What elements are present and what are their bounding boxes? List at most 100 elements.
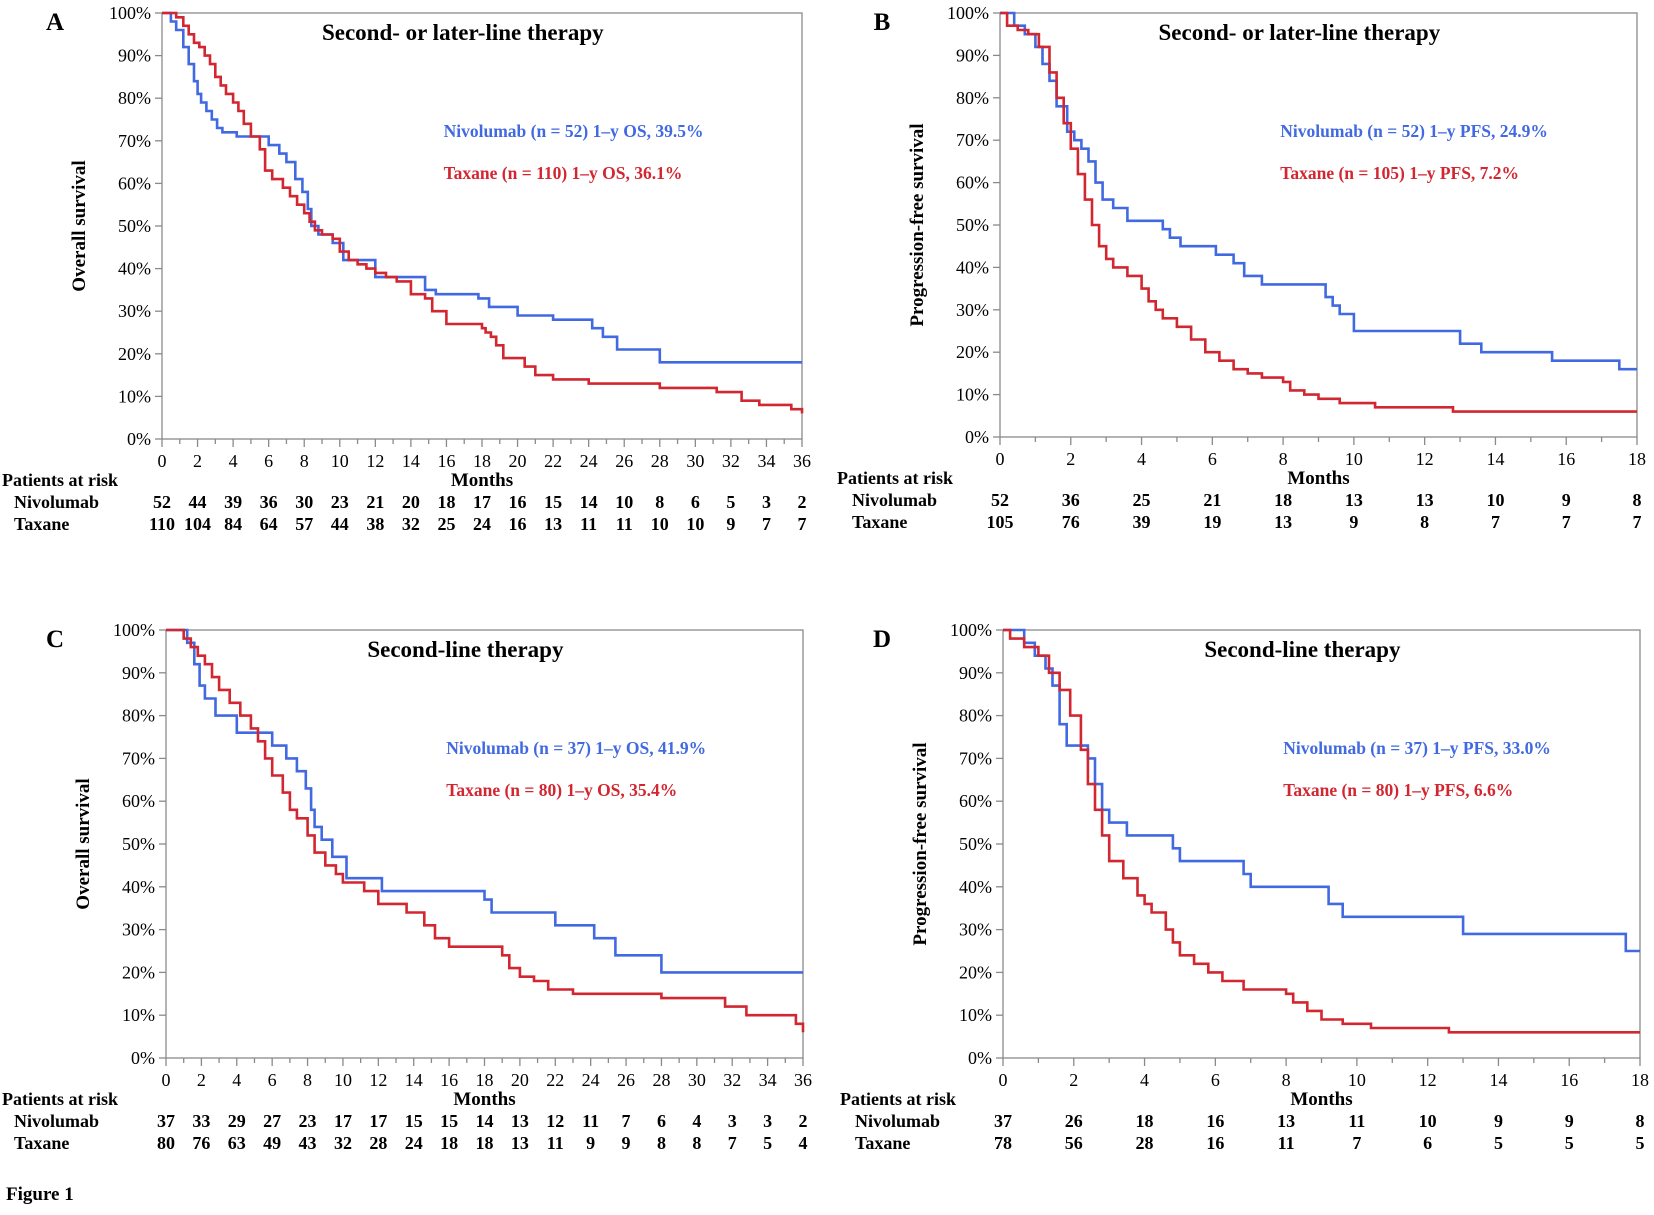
risk-count: 15 (544, 492, 562, 512)
risk-count: 11 (616, 514, 633, 534)
y-tick-label: 0% (968, 1048, 992, 1068)
x-tick-label: 8 (300, 451, 309, 471)
panel-d: D 0% 10% 20% 30% 40% 50% 60% 70% 80% 90% 100% 0 2 4 6 8 1… (840, 620, 1649, 1153)
y-tick-label: 90% (122, 663, 155, 683)
risk-count: 9 (726, 514, 735, 534)
risk-count: 29 (228, 1111, 246, 1131)
risk-count: 76 (192, 1133, 210, 1153)
risk-count: 16 (1206, 1111, 1224, 1131)
panel-letter: B (874, 9, 891, 36)
risk-count: 7 (1352, 1133, 1361, 1153)
risk-row-label-taxane: Taxane (855, 1133, 910, 1153)
risk-count: 17 (334, 1111, 352, 1131)
risk-count: 9 (1349, 512, 1358, 532)
risk-count: 18 (440, 1133, 458, 1153)
y-tick-label: 60% (118, 173, 151, 193)
y-tick-label: 60% (122, 791, 155, 811)
risk-count: 13 (544, 514, 562, 534)
panel-title: Second- or later-line therapy (322, 20, 604, 45)
x-tick-label: 14 (402, 451, 420, 471)
risk-count: 13 (511, 1133, 529, 1153)
patients-at-risk-label: Patients at risk (2, 470, 118, 490)
risk-count: 23 (331, 492, 349, 512)
risk-count: 25 (1133, 490, 1151, 510)
risk-count: 14 (580, 492, 598, 512)
risk-count: 3 (763, 1111, 772, 1131)
legend-nivolumab: Nivolumab (n = 37) 1–y PFS, 33.0% (1283, 738, 1551, 758)
x-tick-label: 0 (158, 451, 167, 471)
y-tick-label: 50% (959, 834, 992, 854)
risk-count: 7 (1633, 512, 1642, 532)
y-tick-label: 20% (959, 962, 992, 982)
x-tick-label: 20 (509, 451, 527, 471)
x-tick-label: 8 (1282, 1070, 1291, 1090)
y-tick-label: 20% (122, 962, 155, 982)
risk-count: 20 (402, 492, 420, 512)
risk-count: 12 (546, 1111, 564, 1131)
y-tick-label: 100% (109, 3, 151, 23)
risk-count: 39 (1133, 512, 1151, 532)
risk-count: 13 (511, 1111, 529, 1131)
risk-count: 56 (1065, 1133, 1083, 1153)
risk-count: 13 (1345, 490, 1363, 510)
y-tick-label: 50% (118, 216, 151, 236)
y-tick-label: 60% (956, 173, 989, 193)
risk-count: 36 (260, 492, 278, 512)
risk-count: 17 (369, 1111, 387, 1131)
risk-count: 13 (1274, 512, 1292, 532)
risk-count: 44 (189, 492, 207, 512)
x-tick-label: 2 (193, 451, 202, 471)
risk-row-label-taxane: Taxane (14, 1133, 69, 1153)
risk-count: 30 (295, 492, 313, 512)
x-tick-label: 12 (1419, 1070, 1437, 1090)
y-axis-label: Progression-free survival (907, 123, 928, 326)
risk-count: 11 (1348, 1111, 1365, 1131)
patients-at-risk-label: Patients at risk (837, 468, 953, 488)
x-tick-label: 2 (1066, 449, 1075, 469)
x-tick-label: 22 (544, 451, 562, 471)
y-tick-label: 80% (959, 706, 992, 726)
risk-count: 11 (580, 514, 597, 534)
risk-count: 14 (476, 1111, 494, 1131)
y-tick-label: 80% (122, 706, 155, 726)
panel-a: A0%10%20%30%40%50%60%70%80%90%100%0 2 4 6 8 1… (2, 3, 811, 534)
y-tick-label: 70% (122, 748, 155, 768)
y-tick-label: 60% (959, 791, 992, 811)
risk-count: 3 (762, 492, 771, 512)
x-tick-label: 32 (722, 451, 740, 471)
x-tick-label: 10 (1345, 449, 1363, 469)
legend-nivolumab: Nivolumab (n = 52) 1–y PFS, 24.9% (1280, 121, 1548, 141)
risk-count: 17 (473, 492, 491, 512)
risk-row-label-nivolumab: Nivolumab (14, 1111, 99, 1131)
y-tick-label: 80% (118, 88, 151, 108)
risk-count: 16 (1206, 1133, 1224, 1153)
y-tick-label: 20% (118, 344, 151, 364)
risk-row-label-nivolumab: Nivolumab (855, 1111, 940, 1131)
x-tick-label: 6 (268, 1070, 277, 1090)
risk-count: 7 (728, 1133, 737, 1153)
risk-count: 18 (1274, 490, 1292, 510)
risk-count: 39 (224, 492, 242, 512)
risk-count: 63 (228, 1133, 246, 1153)
risk-count: 43 (299, 1133, 317, 1153)
x-tick-label: 30 (688, 1070, 706, 1090)
risk-count: 5 (1494, 1133, 1503, 1153)
risk-count: 57 (295, 514, 313, 534)
risk-count: 52 (153, 492, 171, 512)
y-tick-label: 10% (118, 386, 151, 406)
risk-count: 11 (582, 1111, 599, 1131)
x-tick-label: 34 (757, 451, 775, 471)
x-tick-label: 10 (1348, 1070, 1366, 1090)
y-tick-label: 0% (131, 1048, 155, 1068)
x-tick-label: 18 (473, 451, 491, 471)
risk-count: 18 (437, 492, 455, 512)
plot-frame (165, 629, 804, 1059)
risk-count: 18 (1136, 1111, 1154, 1131)
risk-count: 18 (476, 1133, 494, 1153)
y-tick-label: 90% (959, 663, 992, 683)
risk-count: 52 (991, 490, 1009, 510)
risk-count: 15 (405, 1111, 423, 1131)
x-tick-label: 14 (1486, 449, 1504, 469)
legend-taxane: Taxane (n = 110) 1–y OS, 36.1% (444, 163, 683, 183)
risk-count: 105 (987, 512, 1014, 532)
